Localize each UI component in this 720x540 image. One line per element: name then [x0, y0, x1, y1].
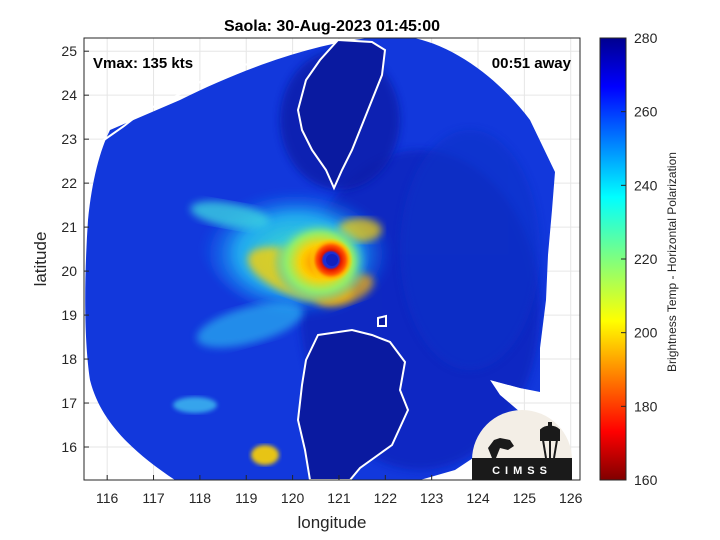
x-tick-label: 122 [374, 490, 398, 506]
y-tick-label: 20 [61, 263, 77, 279]
y-tick-labels: 16 17 18 19 20 21 22 23 24 25 [61, 43, 89, 455]
y-tick-label: 22 [61, 175, 77, 191]
cimss-logo-text: CIMSS [492, 465, 552, 477]
colorbar-tick-label: 240 [634, 177, 658, 193]
cimss-logo: CIMSS [472, 410, 572, 480]
china-coastline [84, 63, 251, 149]
vmax-annotation: Vmax: 135 kts [93, 55, 193, 72]
y-axis-label: latitude [31, 232, 50, 287]
y-tick-label: 25 [61, 43, 77, 59]
y-tick-label: 17 [61, 395, 77, 411]
y-tick-label: 19 [61, 307, 77, 323]
chart-title: Saola: 30-Aug-2023 01:45:00 [224, 18, 440, 35]
x-tick-label: 120 [281, 490, 305, 506]
islet-coastline [377, 314, 387, 327]
taiwan-coastline [296, 38, 387, 191]
x-tick-label: 124 [466, 490, 490, 506]
axes-frame [83, 37, 581, 481]
colorbar-tick-label: 200 [634, 325, 658, 341]
time-offset-annotation: 00:51 away [492, 55, 572, 72]
storm-eye [326, 254, 338, 266]
x-tick-labels: 116 117 118 119 120 121 122 123 124 125 126 [96, 475, 583, 506]
colorbar-tick-label: 280 [634, 30, 658, 46]
x-tick-label: 121 [327, 490, 351, 506]
water-tower-icon [540, 425, 560, 459]
x-axis-label: longitude [297, 513, 366, 532]
colorbar-label: Brightness Temp - Horizontal Polarizatio… [665, 152, 679, 372]
x-tick-label: 119 [235, 490, 258, 506]
x-tick-label: 116 [96, 490, 119, 506]
y-tick-label: 16 [61, 439, 77, 455]
x-tick-label: 117 [142, 490, 165, 506]
coastlines [84, 38, 410, 480]
colorbar-tick-label: 220 [634, 251, 658, 267]
satellite-dish-icon [488, 438, 514, 458]
colorbar-tick-label: 260 [634, 104, 658, 120]
x-tick-label: 118 [189, 490, 212, 506]
x-tick-label: 126 [559, 490, 583, 506]
y-tick-label: 18 [61, 351, 77, 367]
x-tick-label: 125 [513, 490, 537, 506]
luzon-coastline [296, 328, 410, 480]
x-tick-label: 123 [420, 490, 444, 506]
colorbar-tick-label: 180 [634, 398, 658, 414]
colorbar-tick-label: 160 [634, 472, 658, 488]
colorbar-ticks: 160 180 200 220 240 260 280 [621, 30, 658, 488]
y-tick-label: 23 [61, 131, 77, 147]
y-tick-label: 24 [61, 87, 77, 103]
y-tick-label: 21 [61, 219, 77, 235]
